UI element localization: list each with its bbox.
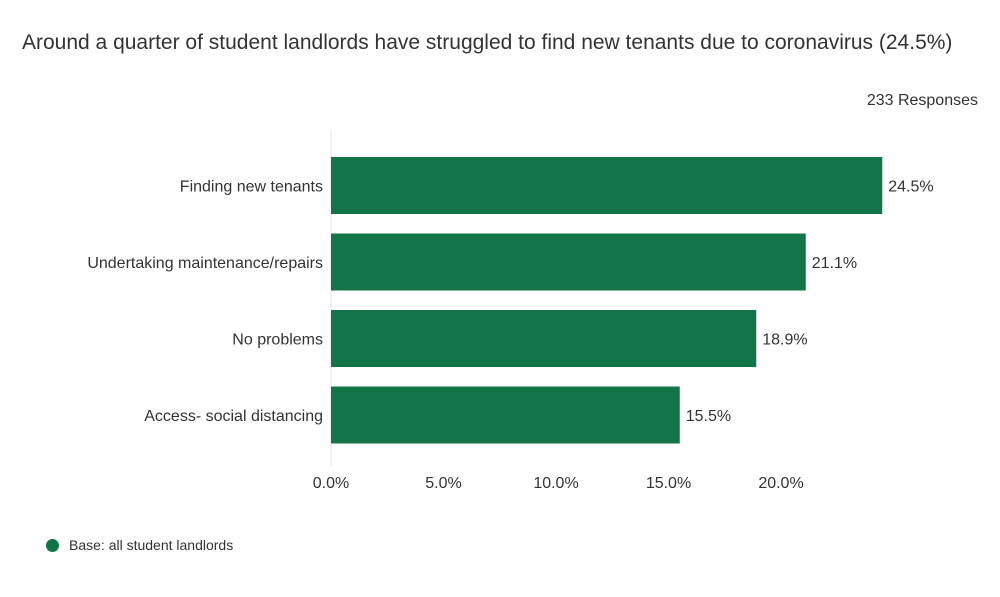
legend: Base: all student landlords: [46, 537, 233, 553]
x-tick-label-1: 5.0%: [425, 475, 461, 492]
legend-label: Base: all student landlords: [69, 537, 234, 553]
value-label-0: 24.5%: [888, 179, 933, 196]
value-label-2: 18.9%: [762, 332, 807, 349]
category-label-2: No problems: [232, 332, 323, 349]
category-label-3: Access- social distancing: [144, 408, 323, 425]
response-count: 233 Responses: [866, 92, 978, 109]
bar-2: [331, 310, 757, 367]
value-label-3: 15.5%: [686, 408, 731, 425]
category-label-0: Finding new tenants: [180, 179, 323, 196]
x-tick-label-0: 0.0%: [313, 475, 349, 492]
x-tick-label-4: 20.0%: [758, 475, 803, 492]
bar-1: [331, 233, 806, 291]
x-tick-label-3: 15.0%: [646, 475, 691, 492]
legend-marker-icon: [46, 538, 59, 552]
bar-0: [331, 157, 883, 214]
chart-title: Around a quarter of student landlords ha…: [22, 31, 953, 54]
category-label-1: Undertaking maintenance/repairs: [87, 255, 323, 272]
value-label-1: 21.1%: [812, 255, 857, 272]
x-tick-label-2: 10.0%: [533, 475, 578, 492]
bar-3: [331, 386, 680, 444]
